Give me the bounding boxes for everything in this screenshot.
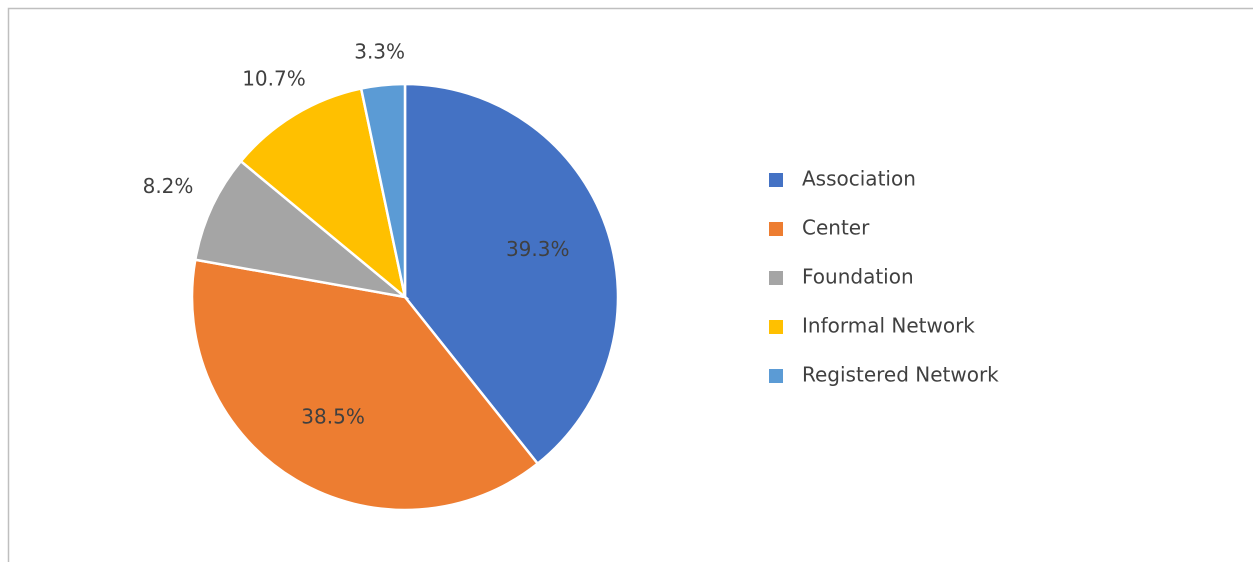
legend-swatch: [769, 320, 783, 334]
data-label: 3.3%: [354, 40, 405, 64]
pie-slice: [403, 82, 620, 466]
pie-slice: [190, 258, 540, 512]
legend-swatch: [769, 173, 783, 187]
legend-swatch: [769, 369, 783, 383]
legend-swatch: [769, 222, 783, 236]
data-label: 8.2%: [143, 174, 194, 198]
legend-label: Registered Network: [802, 363, 999, 387]
data-label: 38.5%: [301, 404, 365, 428]
pie-slice: [359, 82, 407, 298]
legend-swatch: [769, 271, 783, 285]
legend-label: Association: [802, 167, 916, 191]
data-label: 10.7%: [242, 67, 306, 91]
pie-slice: [239, 87, 407, 301]
legend-label: Center: [802, 216, 870, 240]
legend-label: Foundation: [802, 265, 914, 289]
legend-label: Informal Network: [802, 314, 975, 338]
pie-slice: [193, 159, 410, 300]
data-label: 39.3%: [506, 237, 570, 261]
chart-border: [7, 7, 1253, 562]
